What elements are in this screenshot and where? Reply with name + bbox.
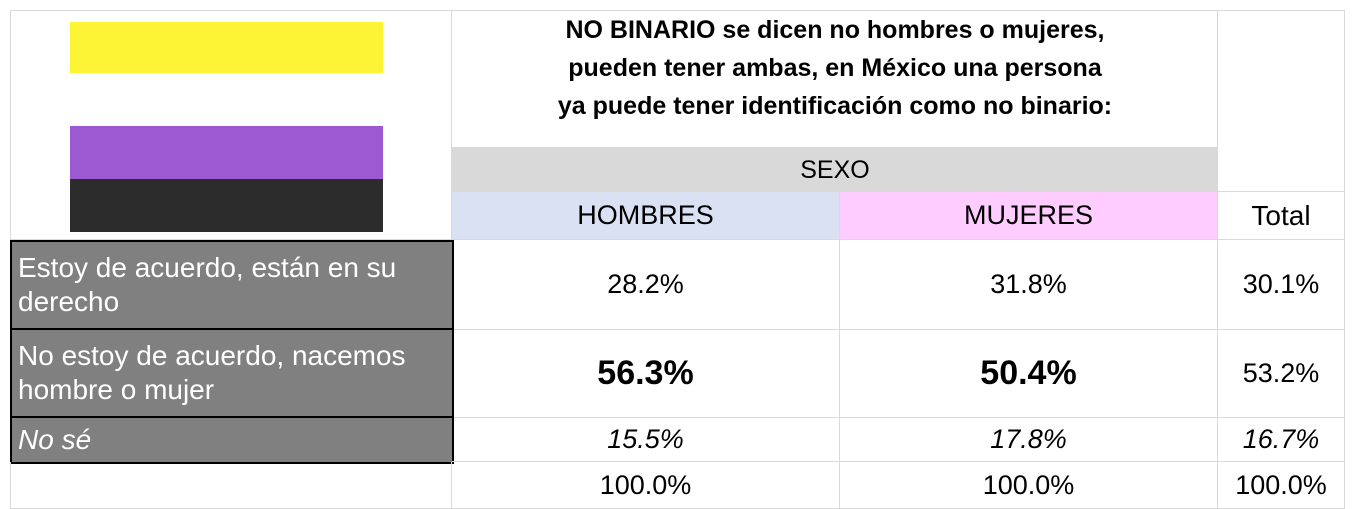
empty-cell	[10, 462, 452, 509]
row-label: Estoy de acuerdo, están en su derecho	[10, 240, 454, 330]
cell: 53.2%	[1218, 330, 1345, 418]
flag-stripe	[70, 179, 383, 232]
cell: 16.7%	[1218, 418, 1345, 462]
cell: 31.8%	[840, 240, 1218, 330]
flag-stripe	[70, 73, 383, 126]
flag-stripe	[70, 22, 383, 73]
title-line: NO BINARIO se dicen no hombres o mujeres…	[565, 16, 1105, 44]
column-header: Total	[1218, 192, 1345, 240]
title-line: pueden tener ambas, en México una person…	[568, 54, 1102, 82]
cell: 50.4%	[840, 330, 1218, 418]
group-header: SEXO	[452, 148, 1218, 192]
row-label: No estoy de acuerdo, nacemos hombre o mu…	[10, 328, 454, 418]
flag-cell	[10, 10, 452, 240]
cell: 56.3%	[452, 330, 840, 418]
empty-cell	[1218, 10, 1345, 192]
column-header: HOMBRES	[452, 192, 840, 240]
column-header: MUJERES	[840, 192, 1218, 240]
cell: 17.8%	[840, 418, 1218, 462]
cell: 30.1%	[1218, 240, 1345, 330]
row-label: No sé	[10, 416, 454, 464]
title-cell	[452, 10, 1218, 148]
total-cell: 100.0%	[452, 462, 840, 509]
total-cell: 100.0%	[1218, 462, 1345, 509]
total-cell: 100.0%	[840, 462, 1218, 509]
cell: 28.2%	[452, 240, 840, 330]
title-line: ya puede tener identificación como no bi…	[557, 92, 1113, 120]
flag-stripe	[70, 126, 383, 179]
cell: 15.5%	[452, 418, 840, 462]
